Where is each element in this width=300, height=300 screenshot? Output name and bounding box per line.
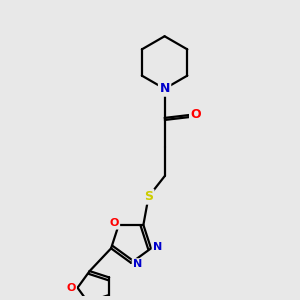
Text: O: O <box>110 218 119 228</box>
Text: S: S <box>144 190 153 203</box>
Text: N: N <box>153 242 162 252</box>
Text: N: N <box>159 82 170 95</box>
Text: O: O <box>190 109 201 122</box>
Text: O: O <box>66 283 76 293</box>
Text: N: N <box>133 259 142 269</box>
